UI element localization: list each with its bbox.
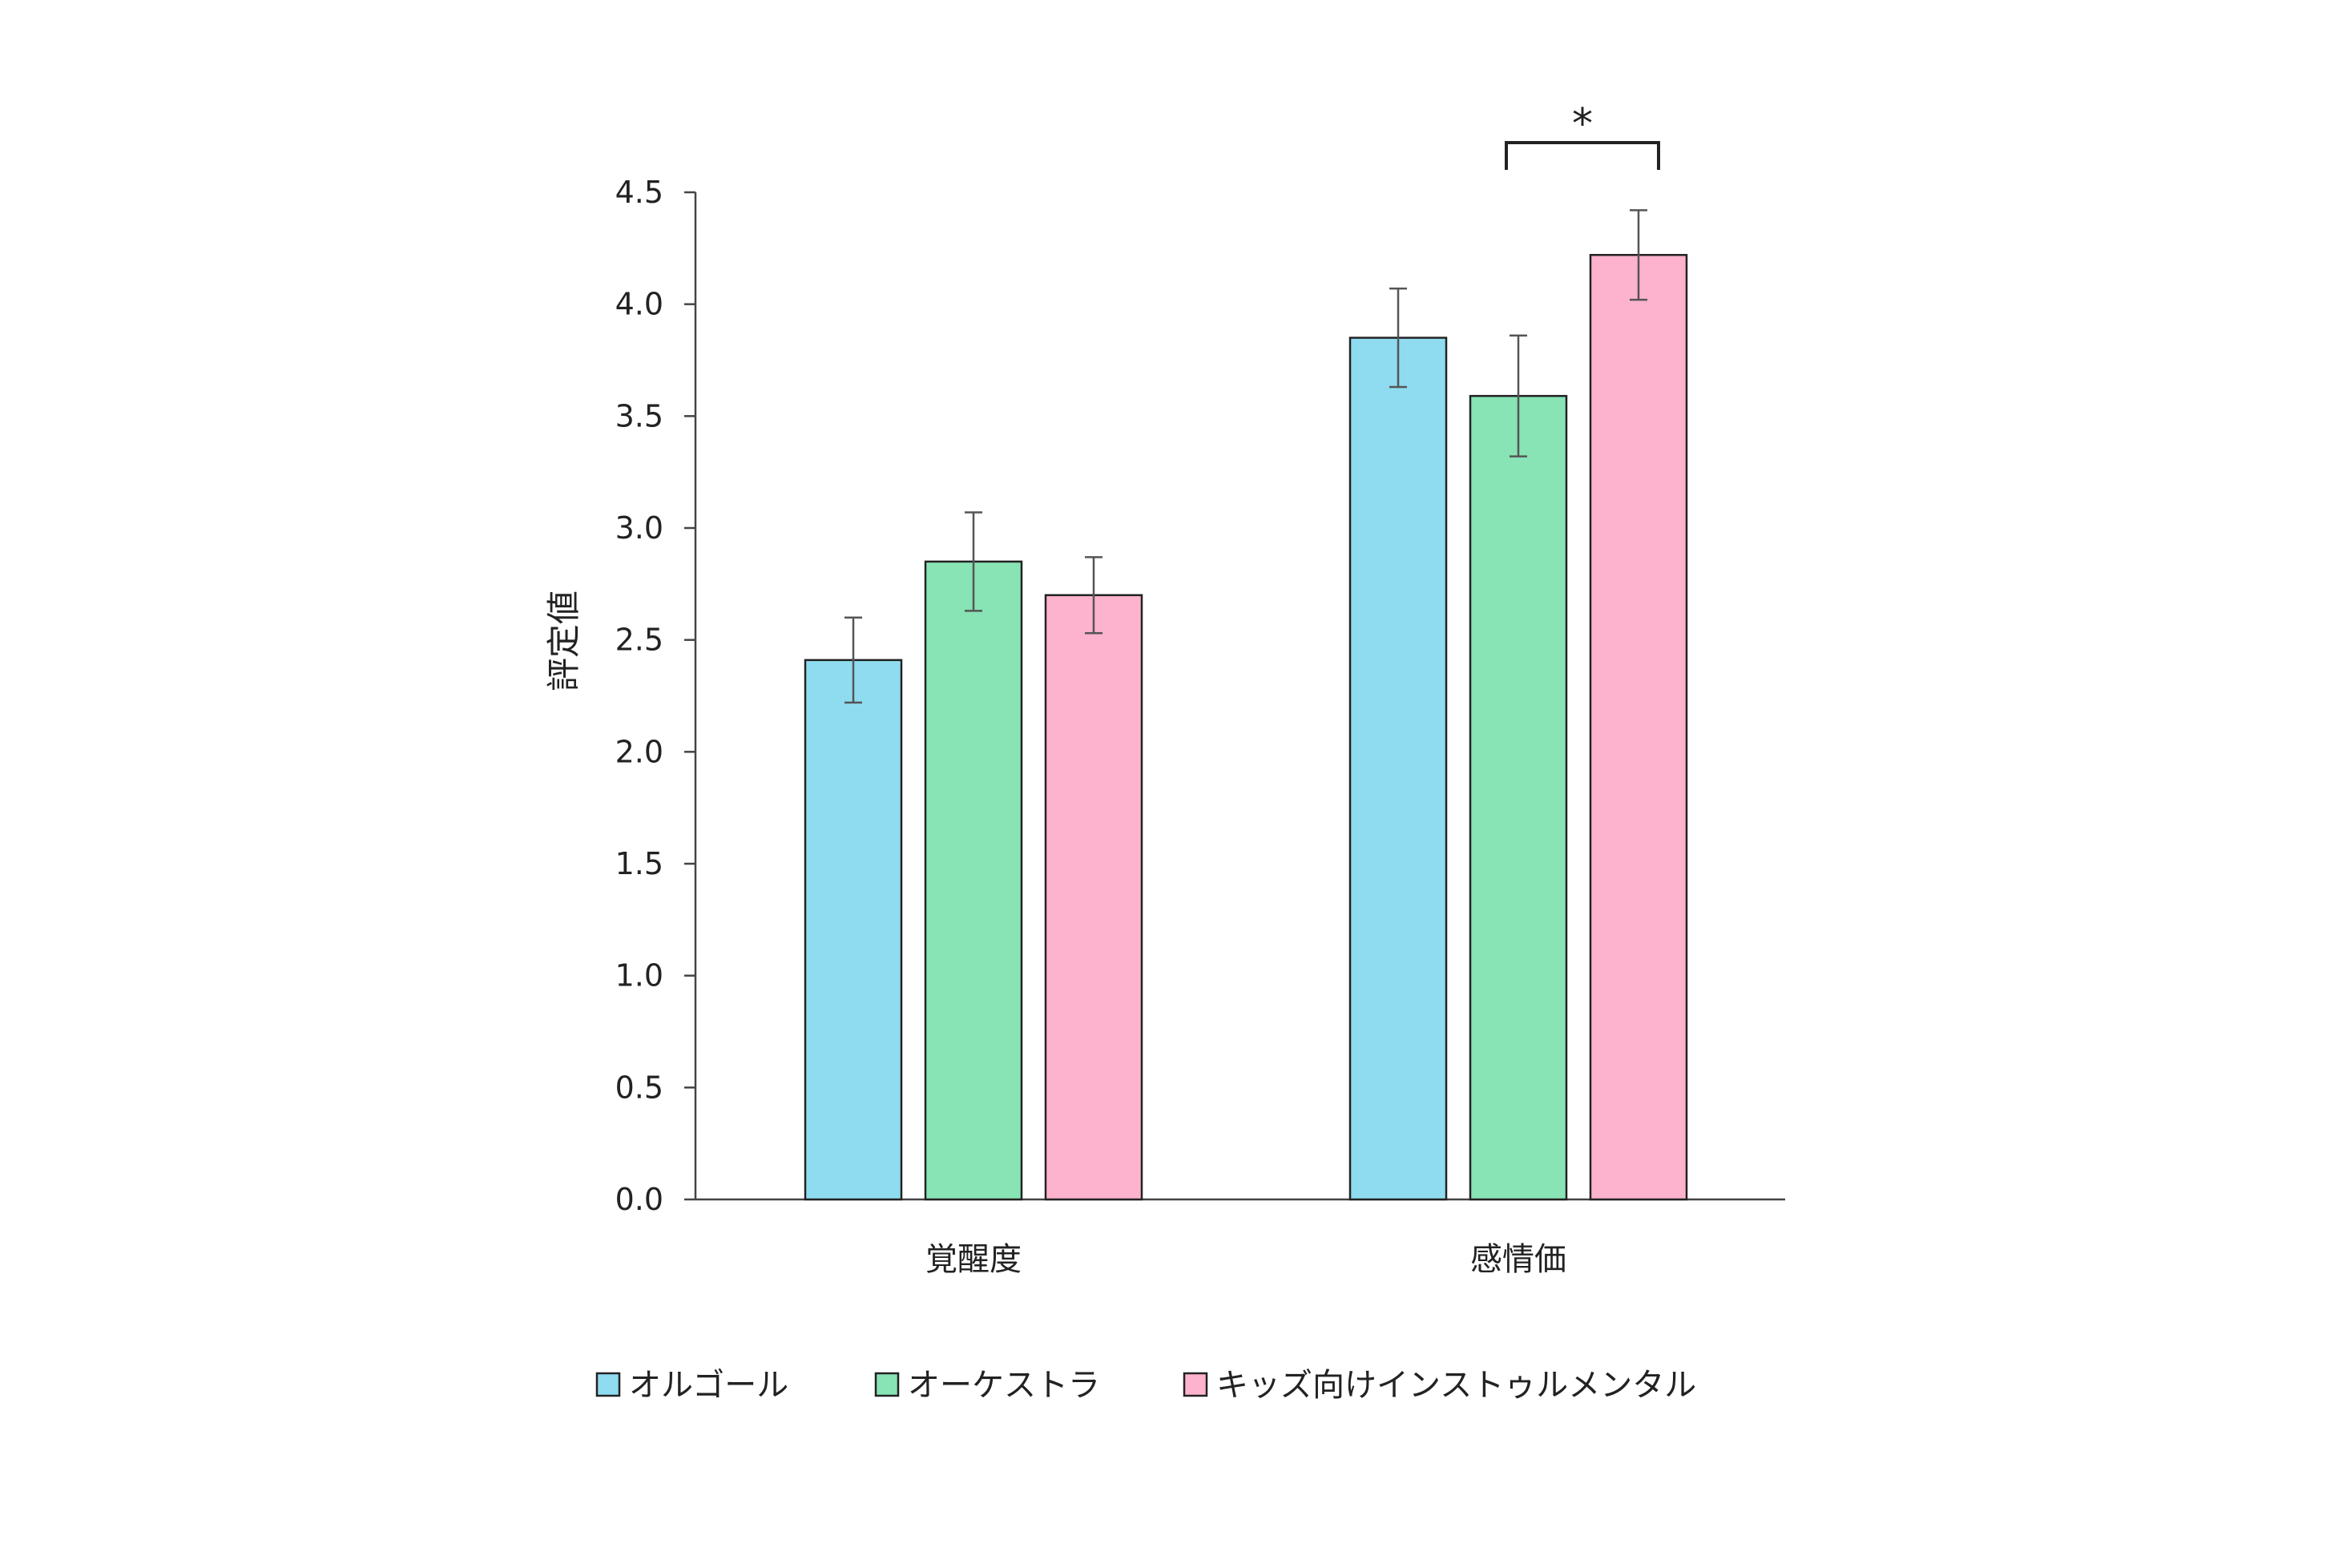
y-tick-label-6: 3.0 [615,510,663,546]
axes: 0.0 0.5 1.0 1.5 2.0 2.5 3.0 3.5 4.0 4.5 [615,175,1785,1217]
x-category-label-0: 覚醒度 [925,1241,1022,1278]
significance-bracket-0 [1505,141,1660,170]
legend: オルゴール オーケストラ キッズ向けインストゥルメンタル [595,1367,1696,1404]
bar-0-1 [924,560,1023,1201]
y-tick-label-1: 0.5 [615,1070,663,1105]
y-tick-label-7: 3.5 [615,398,663,433]
significance-label-0: * [1572,100,1593,148]
legend-swatch-2 [1183,1372,1208,1397]
annotations: * [1505,100,1660,170]
legend-label-1: オーケストラ [908,1367,1100,1404]
y-axis-label: 評定値 [544,591,583,691]
bar-0-0 [804,659,903,1201]
y-tick-label-5: 2.5 [615,623,663,658]
bar-1-0 [1348,337,1448,1201]
y-tick-label-0: 0.0 [615,1182,663,1217]
y-tick-label-3: 1.5 [615,846,663,881]
bar-0-2 [1044,594,1143,1201]
y-tick-label-4: 2.0 [615,734,663,769]
y-tick-label-2: 1.0 [615,958,663,994]
y-tick-label-9: 4.5 [615,175,663,210]
y-tick-label-8: 4.0 [615,287,663,322]
x-category-label-1: 感情価 [1470,1241,1566,1278]
legend-swatch-1 [874,1372,900,1397]
legend-label-2: キッズ向けインストゥルメンタル [1216,1367,1696,1404]
legend-swatch-0 [595,1372,621,1397]
bar-1-2 [1589,253,1688,1201]
legend-label-0: オルゴール [629,1367,788,1404]
bar-1-1 [1469,394,1568,1201]
bars: 覚醒度 感情価 [804,209,1688,1278]
